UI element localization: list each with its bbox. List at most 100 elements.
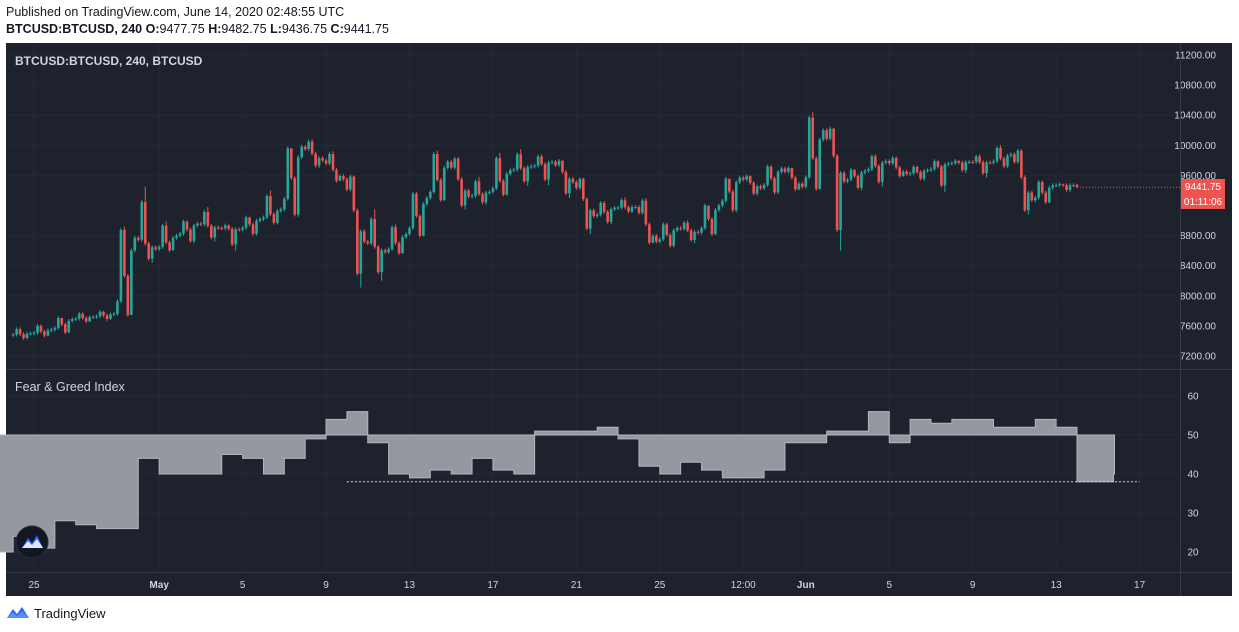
countdown-text: 01:11:06 — [1184, 197, 1223, 208]
candle-body — [505, 173, 509, 195]
candle-body — [102, 311, 105, 316]
candle-body — [595, 214, 599, 217]
time-tick-label: 5 — [886, 580, 892, 591]
candle-body — [707, 205, 710, 220]
tradingview-logo-icon[interactable] — [6, 605, 30, 621]
fgi-area — [0, 411, 1116, 553]
tv-watermark-icon[interactable] — [15, 525, 49, 559]
candle-body — [1027, 192, 1030, 211]
candle-body — [408, 228, 411, 235]
candle-body — [606, 211, 609, 222]
candle-body — [665, 224, 669, 235]
candle-body — [682, 222, 686, 229]
candle-body — [828, 128, 832, 139]
candle-body — [210, 225, 213, 238]
candle-body — [488, 191, 491, 193]
candle-body — [1023, 177, 1027, 211]
candle-body — [1068, 185, 1072, 190]
candle-body — [15, 329, 18, 335]
candle-body — [474, 181, 477, 196]
last-price-badge — [1181, 179, 1225, 194]
candle-body — [394, 227, 397, 244]
candle-body — [936, 161, 940, 167]
candle-body — [380, 250, 383, 273]
candle-body — [338, 176, 342, 181]
candle-body — [248, 217, 251, 225]
price-tick-label: 8800.00 — [1180, 231, 1217, 242]
candle-body — [832, 128, 835, 156]
candle-body — [602, 203, 606, 212]
candle-body — [839, 172, 842, 230]
candle-body — [314, 153, 317, 166]
candle-body — [105, 315, 109, 319]
candle-body — [776, 171, 780, 193]
candle-body — [731, 191, 735, 211]
candle-body — [988, 162, 992, 164]
candle-body — [157, 246, 161, 250]
low-value: 9436.75 — [281, 22, 328, 36]
candle-body — [700, 228, 703, 233]
candle-body — [748, 176, 752, 183]
tradingview-brand[interactable]: TradingView — [34, 605, 106, 621]
candle-body — [95, 316, 98, 318]
candle-body — [623, 200, 627, 208]
candle-body — [84, 317, 88, 322]
candle-body — [289, 148, 293, 179]
candle-body — [575, 182, 578, 188]
candle-body — [1044, 192, 1048, 203]
fgi-tick-label: 20 — [1187, 548, 1199, 559]
time-tick-label: 25 — [654, 580, 666, 591]
candle-body — [588, 210, 592, 229]
candle-body — [974, 156, 978, 162]
candle-body — [467, 190, 470, 197]
candle-body — [50, 329, 53, 331]
candle-body — [717, 205, 721, 211]
candle-body — [533, 165, 536, 167]
price-tick-label: 10000.00 — [1174, 141, 1216, 152]
fgi-tick-label: 50 — [1187, 431, 1199, 442]
candle-body — [926, 170, 929, 172]
candle-body — [237, 229, 241, 231]
time-tick-label: May — [149, 580, 169, 591]
candle-body — [627, 207, 630, 212]
candle-body — [29, 333, 32, 335]
candle-body — [303, 146, 307, 150]
candle-body — [442, 167, 446, 201]
candle-body — [411, 193, 415, 229]
candle-body — [981, 162, 985, 174]
candle-body — [324, 160, 328, 164]
fgi-pane-title: Fear & Greed Index — [15, 380, 126, 394]
time-tick-label: 9 — [970, 580, 976, 591]
fgi-tick-label: 40 — [1187, 470, 1199, 481]
candle-body — [648, 224, 651, 243]
candle-body — [331, 154, 335, 170]
price-tick-label: 7600.00 — [1180, 321, 1217, 332]
candle-body — [404, 234, 408, 238]
candle-body — [668, 234, 672, 246]
candle-body — [175, 235, 178, 238]
fgi-tick-label: 30 — [1187, 509, 1199, 520]
candle-body — [766, 166, 769, 185]
candle-body — [773, 178, 776, 193]
candle-body — [196, 223, 199, 226]
candle-body — [641, 200, 644, 213]
candle-body — [954, 160, 957, 164]
high-value: 9482.75 — [221, 22, 267, 36]
candle-body — [241, 227, 244, 230]
candle-body — [1040, 182, 1044, 193]
candle-body — [349, 176, 352, 190]
candle-body — [738, 177, 742, 183]
candle-body — [91, 316, 95, 318]
candle-body — [940, 166, 943, 186]
candle-body — [279, 209, 283, 211]
candle-body — [536, 156, 540, 166]
candle-body — [804, 177, 808, 187]
candle-body — [286, 148, 290, 199]
candle-body — [484, 192, 488, 203]
candle-body — [502, 181, 505, 195]
candle-body — [814, 158, 818, 189]
candle-body — [874, 156, 877, 166]
candle-body — [446, 161, 450, 168]
candle-body — [1051, 185, 1054, 188]
